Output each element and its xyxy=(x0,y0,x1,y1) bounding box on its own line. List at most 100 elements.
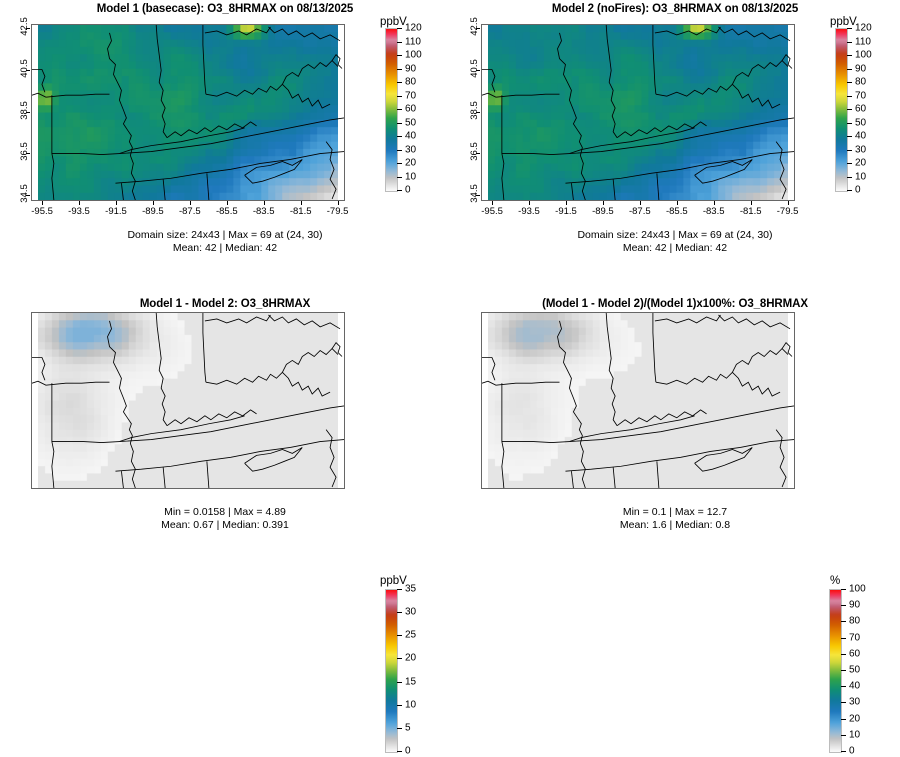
colorbar-tick-label: 70 xyxy=(849,632,861,644)
colorbar-tick xyxy=(841,621,846,623)
x-axis-tick-label: -91.5 xyxy=(555,206,577,217)
colorbar-tick-label: 30 xyxy=(405,144,417,155)
colorbar-tick xyxy=(397,727,402,729)
colorbar-tick xyxy=(847,95,852,97)
colorbar-tick-label: 110 xyxy=(855,36,871,47)
colorbar-tick xyxy=(397,109,402,110)
colorbar-tick xyxy=(847,82,852,83)
x-axis-tick xyxy=(79,201,80,205)
colorbar-tick-label: 20 xyxy=(855,157,867,169)
colorbar-tick xyxy=(847,41,852,43)
colorbar-tick-label: 0 xyxy=(405,184,411,196)
panel-title-percent-difference: (Model 1 - Model 2)/(Model 1)x100%: O3_8… xyxy=(542,298,808,310)
x-axis-tick-label: -89.5 xyxy=(142,206,164,217)
x-axis-tick xyxy=(152,201,154,205)
colorbar-tick-label: 35 xyxy=(405,583,417,595)
colorbar-tick-label: 90 xyxy=(405,63,417,74)
colorbar-tick-label: 30 xyxy=(855,144,867,155)
x-axis-tick xyxy=(529,201,530,205)
y-axis-tick xyxy=(476,69,480,71)
colorbar-unit-label: % xyxy=(830,575,841,587)
colorbar-tick xyxy=(847,109,852,110)
colorbar-tick-label: 60 xyxy=(855,103,867,115)
colorbar-tick-label: 60 xyxy=(849,648,861,660)
x-axis-tick xyxy=(713,201,715,205)
colorbar-tick-label: 80 xyxy=(855,76,867,88)
colorbar-tick xyxy=(397,82,402,83)
x-axis-tick-label: -87.5 xyxy=(628,206,651,217)
x-axis-tick-label: -89.5 xyxy=(592,206,614,217)
x-axis-tick xyxy=(602,201,604,205)
latitude-axis-model1: 42.5 40.5 38.5 36.5 34.5 xyxy=(0,17,30,203)
y-axis-tick-label: 34.5 xyxy=(18,184,30,203)
y-axis-tick xyxy=(26,153,30,155)
colorbar-tick-label: 110 xyxy=(405,36,421,47)
colorbar-tick-label: 100 xyxy=(849,583,866,595)
y-axis-tick-label: 38.5 xyxy=(18,100,30,120)
x-axis-tick-label: -93.5 xyxy=(518,206,540,217)
map-plot-model1 xyxy=(31,24,345,201)
colorbar-gradient xyxy=(385,28,398,192)
x-axis-tick-label: -95.5 xyxy=(31,206,53,217)
longitude-axis-model1: -95.5 -93.5 -91.5 -89.5 -87.5 -85.5 -83.5 -81.5… xyxy=(31,201,348,223)
stats-line-1: Min = 0.0158 | Max = 4.89 xyxy=(164,506,286,518)
colorbar-tick-label: 80 xyxy=(405,76,417,88)
y-axis-tick xyxy=(26,194,30,196)
colorbar-tick xyxy=(841,686,846,688)
y-axis-tick-label: 42.5 xyxy=(18,17,30,36)
y-axis-tick xyxy=(26,69,30,71)
colorbar-tick xyxy=(841,734,846,736)
map-plot-model2 xyxy=(481,24,795,201)
x-axis-tick-label: -91.5 xyxy=(105,206,127,217)
x-axis-tick xyxy=(676,201,678,205)
colorbar-tick-label: 90 xyxy=(855,63,867,74)
colorbar-tick-label: 30 xyxy=(405,606,417,618)
colorbar-tick-group: 0 10 20 30 40 50 60 70 80 90 100 110 120 xyxy=(397,23,437,196)
colorbar-tick-label: 40 xyxy=(855,130,867,142)
x-axis-tick-label: -87.5 xyxy=(178,206,201,217)
x-axis-tick-label: -79.5 xyxy=(776,206,799,217)
colorbar-tick xyxy=(397,589,402,590)
colorbar-tick xyxy=(397,41,402,43)
panel-title-model2: Model 2 (noFires): O3_8HRMAX on 08/13/20… xyxy=(551,3,799,15)
y-axis-tick xyxy=(476,111,480,113)
colorbar-tick-label: 25 xyxy=(405,629,417,641)
panel-title-model1: Model 1 (basecase): O3_8HRMAX on 08/13/2… xyxy=(96,3,354,15)
colorbar-tick xyxy=(397,163,402,164)
stats-footer-percent-difference: Min = 0.1 | Max = 12.7 Mean: 1.6 | Media… xyxy=(450,506,900,531)
panel-difference: Model 1 - Model 2: O3_8HRMAX Min = 0.015… xyxy=(0,281,450,757)
colorbar-tick-label: 70 xyxy=(405,90,417,101)
colorbar-tick-label: 120 xyxy=(855,22,872,34)
colorbar-tick xyxy=(847,122,852,124)
y-axis-tick-label: 38.5 xyxy=(468,100,480,120)
colorbar-tick-label: 40 xyxy=(849,680,861,692)
colorbar-tick xyxy=(397,68,402,70)
x-axis-tick xyxy=(639,201,641,205)
y-axis-tick-label: 36.5 xyxy=(18,142,30,161)
colorbar-tick-label: 15 xyxy=(405,676,417,688)
stats-line-1: Domain size: 24x43 | Max = 69 at (24, 30… xyxy=(127,229,323,241)
ozone-raster-model2 xyxy=(488,25,788,200)
colorbar-tick xyxy=(847,55,852,56)
x-axis-tick xyxy=(492,201,494,205)
colorbar-tick-group: 0 10 20 30 40 50 60 70 80 90 100 110 120 xyxy=(847,23,887,196)
colorbar-tick xyxy=(397,190,402,191)
colorbar-unit-label: ppbV xyxy=(830,16,857,28)
y-axis-tick xyxy=(26,111,30,113)
figure-canvas: Model 1 (basecase): O3_8HRMAX on 08/13/2… xyxy=(0,3,900,757)
colorbar-unit-label: ppbV xyxy=(380,16,407,28)
colorbar-tick xyxy=(847,136,852,137)
x-axis-tick-label: -85.5 xyxy=(215,206,238,217)
colorbar-tick-label: 50 xyxy=(405,117,417,128)
longitude-axis-model2: -95.5 -93.5 -91.5 -89.5 -87.5 -85.5 -83.5 -81.5… xyxy=(481,201,798,223)
stats-footer-model2: Domain size: 24x43 | Max = 69 at (24, 30… xyxy=(450,229,900,254)
colorbar-tick-label: 80 xyxy=(849,615,861,627)
y-axis-tick xyxy=(26,28,30,30)
colorbar-tick-group: 0 10 20 30 40 50 60 70 80 90 100 xyxy=(841,584,881,757)
stats-line-2: Mean: 1.6 | Median: 0.8 xyxy=(619,518,731,531)
x-axis-tick xyxy=(189,201,191,205)
colorbar-tick xyxy=(841,605,846,607)
stats-footer-difference: Min = 0.0158 | Max = 4.89 Mean: 0.67 | M… xyxy=(0,506,450,531)
x-axis-tick xyxy=(42,201,44,205)
colorbar-tick xyxy=(847,176,852,178)
